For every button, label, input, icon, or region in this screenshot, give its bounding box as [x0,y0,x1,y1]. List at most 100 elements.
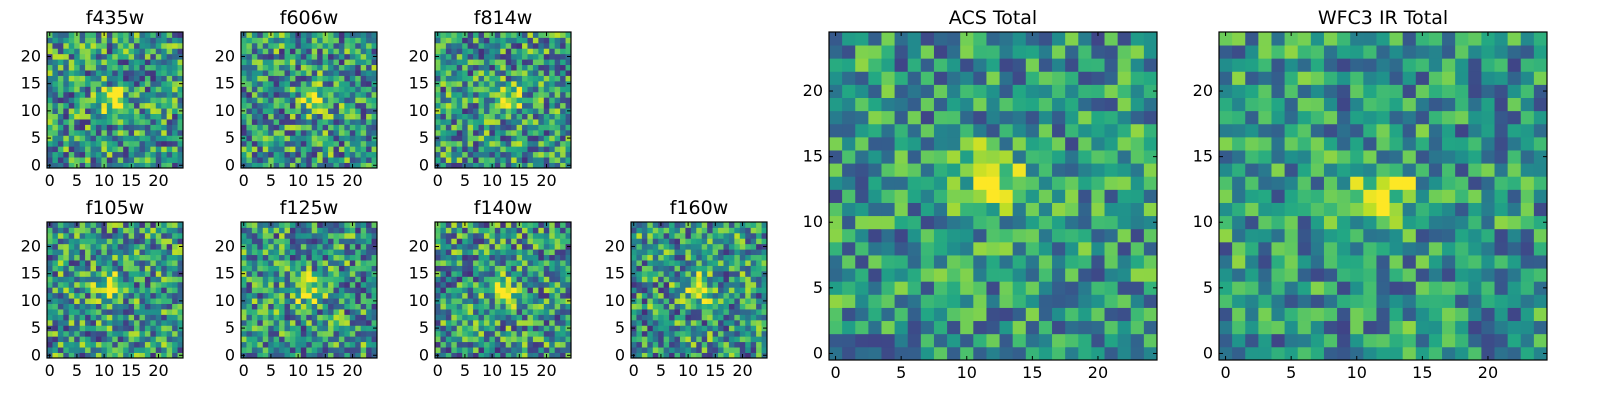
heatmap-cell [435,146,441,153]
heatmap-cell [473,341,479,348]
heatmap-cell [516,330,523,337]
heatmap-cell [90,341,97,348]
heatmap-cell [745,243,752,250]
heatmap-cell [349,119,356,125]
heatmap-cell [300,227,307,234]
heatmap-cell [123,314,129,321]
heatmap-cell [333,37,340,44]
heatmap-cell [658,319,665,326]
heatmap-cell [549,260,556,266]
heatmap-cell [63,265,70,272]
heatmap-cell [112,151,119,158]
heatmap-cell [445,113,452,120]
heatmap-cell [139,243,146,250]
heatmap-cell [690,352,697,359]
heatmap-cell [543,91,550,98]
heatmap-cell [268,232,275,239]
heatmap-cell [161,32,168,38]
heatmap-cell [177,319,184,326]
heatmap-cell [279,37,285,44]
heatmap-cell [155,303,162,310]
heatmap-cell [177,314,184,321]
heatmap-cell [128,80,135,87]
heatmap-cell [973,294,987,308]
heatmap-cell [560,64,566,71]
heatmap-cell [57,298,64,304]
heatmap-cell [112,292,119,299]
heatmap-cell [161,37,168,44]
heatmap-cell [462,336,469,343]
heatmap-cell [456,265,463,272]
heatmap-cell [344,352,351,359]
heatmap-cell [1130,189,1145,203]
heatmap-cell [150,151,157,158]
heatmap-cell [549,129,556,136]
heatmap-cell [52,298,59,304]
heatmap-cell [144,298,151,304]
heatmap-cell [306,243,313,250]
heatmap-cell [549,151,556,158]
heatmap-cell [128,341,135,348]
heatmap-cell [445,330,452,337]
heatmap-cell [349,75,356,82]
heatmap-cell [128,86,135,93]
heatmap-cell [483,319,490,326]
heatmap-cell [554,330,561,337]
heatmap-cell [761,330,768,337]
heatmap-cell [360,91,367,98]
heatmap-cell [85,102,91,109]
heatmap-cell [166,281,173,288]
heatmap-cell [344,260,351,266]
heatmap-cell [300,287,307,294]
heatmap-cell [522,270,528,277]
heatmap-cell [47,140,53,147]
heatmap-cell [317,336,323,343]
heatmap-cell [74,48,81,55]
heatmap-cell [246,108,253,114]
heatmap-cell [284,129,291,136]
heatmap-cell [565,347,572,353]
heatmap-cell [279,102,285,109]
heatmap-cell [522,222,528,228]
heatmap-cell [355,276,362,283]
heatmap-cell [1052,163,1066,177]
heatmap-cell [112,53,119,60]
heatmap-cell [273,270,280,277]
heatmap-cell [549,91,556,98]
heatmap-cell [728,238,735,245]
heatmap-cell [52,53,59,60]
heatmap-cell [701,325,708,332]
heatmap-cell [279,80,285,87]
heatmap-cell [505,281,512,288]
heatmap-cell [289,270,296,277]
heatmap-cell [685,265,692,272]
heatmap-cell [500,108,507,114]
heatmap-cell [947,281,961,295]
heatmap-cell [473,347,479,353]
heatmap-cell [549,119,556,125]
heatmap-cell [723,325,730,332]
heatmap-cell [371,75,378,82]
heatmap-cell [549,232,556,239]
heatmap-cell [538,298,545,304]
heatmap-cell [241,287,247,294]
heatmap-cell [554,80,561,87]
heatmap-cell [284,135,291,142]
heatmap-cell [522,238,528,245]
heatmap-cell [690,303,697,310]
heatmap-cell [123,254,129,261]
heatmap-cell [355,309,362,315]
heatmap-cell [462,70,469,76]
heatmap-cell [95,102,102,109]
heatmap-cell [1012,189,1027,203]
heatmap-cell [306,319,313,326]
heatmap-cell [478,249,485,256]
heatmap-cell [565,113,572,120]
heatmap-cell [112,86,119,93]
heatmap-cell [527,146,534,153]
heatmap-cell [1091,281,1105,295]
heatmap-cell [366,70,372,76]
heatmap-cell [328,292,334,299]
heatmap-cell [467,59,474,66]
heatmap-cell [560,157,566,163]
